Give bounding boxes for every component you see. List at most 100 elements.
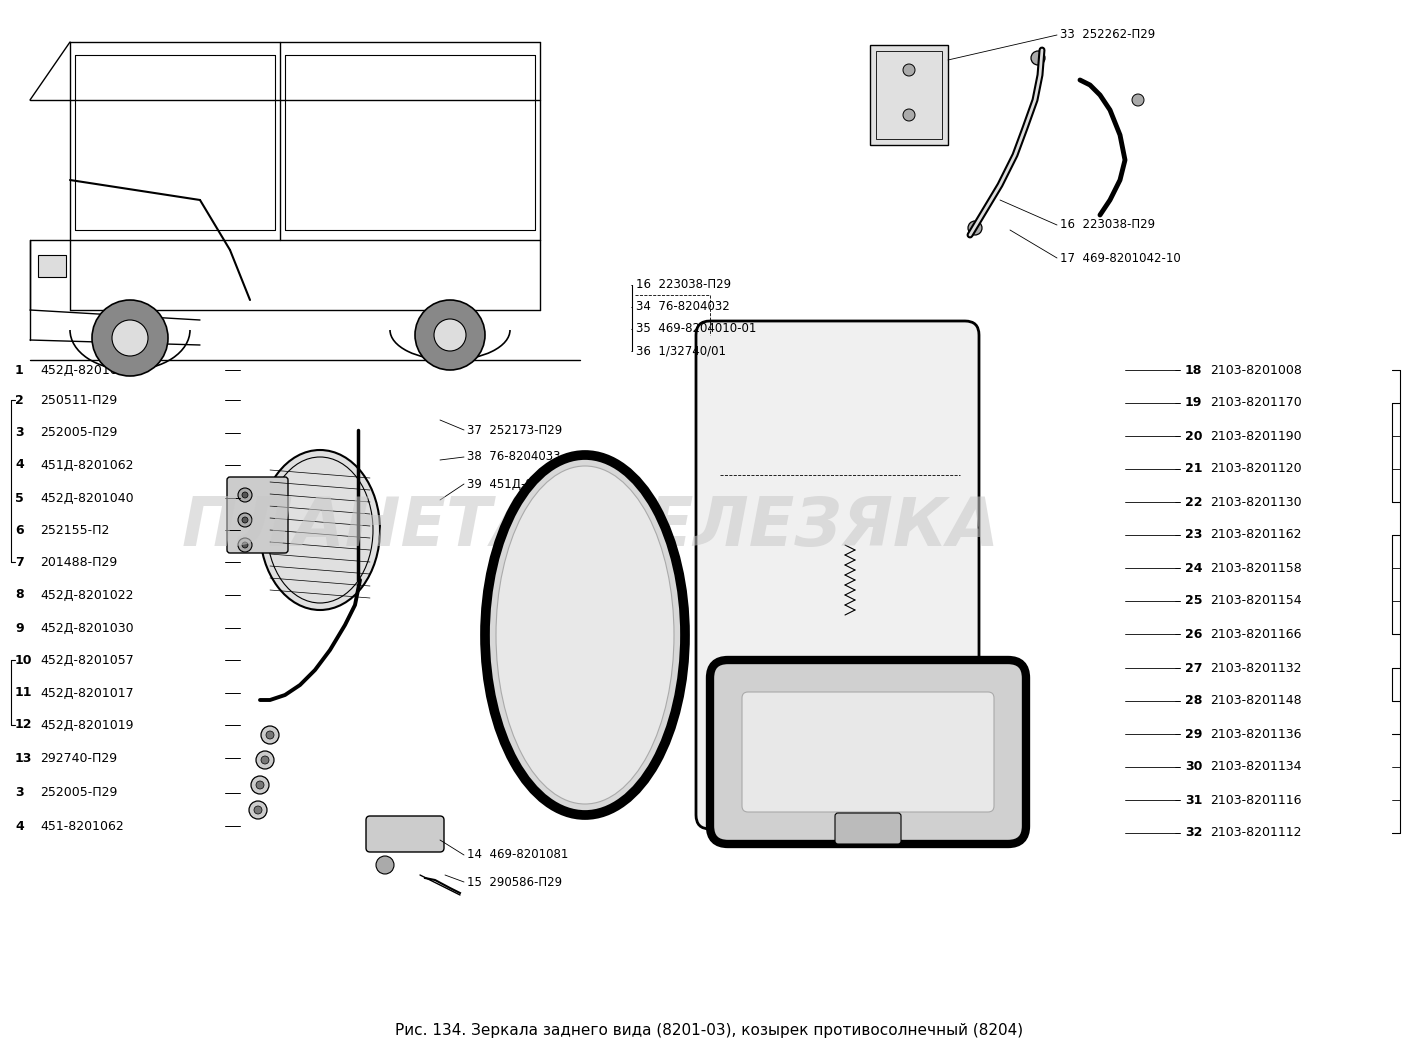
Text: 28: 28 [1185,695,1202,707]
Circle shape [257,752,274,769]
Text: 13: 13 [16,752,33,764]
Text: 252155-П2: 252155-П2 [40,524,109,536]
Text: 2103-8201130: 2103-8201130 [1210,495,1302,508]
Text: 2103-8201162: 2103-8201162 [1210,528,1302,542]
Text: 2103-8201008: 2103-8201008 [1210,364,1302,376]
Text: 30: 30 [1185,761,1202,774]
Text: 24: 24 [1185,562,1202,574]
Circle shape [1031,51,1045,65]
FancyBboxPatch shape [366,816,444,852]
Text: ПЛАНЕТА ЖЕЛЕЗЯКА: ПЛАНЕТА ЖЕЛЕЗЯКА [182,494,998,560]
Text: 11: 11 [16,686,33,700]
Text: 3: 3 [16,786,24,800]
Circle shape [92,300,167,376]
Text: 2103-8201132: 2103-8201132 [1210,662,1302,675]
Circle shape [820,360,849,390]
Text: 452Д-8201057: 452Д-8201057 [40,653,133,666]
Circle shape [238,538,252,552]
Text: 2103-8201112: 2103-8201112 [1210,826,1302,839]
Circle shape [242,492,248,497]
Circle shape [434,319,467,351]
Text: 18: 18 [1185,364,1202,376]
Text: 9: 9 [16,622,24,635]
Text: 29: 29 [1185,727,1202,741]
Circle shape [242,518,248,523]
Bar [876,51,942,139]
Text: 2103-8201158: 2103-8201158 [1210,562,1302,574]
Text: 452Д-8201022: 452Д-8201022 [40,588,133,602]
Ellipse shape [485,455,685,815]
Text: 8: 8 [16,588,24,602]
Circle shape [112,320,147,356]
FancyBboxPatch shape [227,477,288,553]
Text: 34  76-8204032: 34 76-8204032 [637,300,730,313]
Text: 39  451Д-8204038: 39 451Д-8204038 [467,477,577,490]
Text: 37  252173-П29: 37 252173-П29 [467,424,563,436]
Text: 4: 4 [16,820,24,833]
Text: 16  223038-П29: 16 223038-П29 [637,278,732,292]
Text: 2103-8201154: 2103-8201154 [1210,594,1302,607]
Text: 12: 12 [16,719,33,731]
Text: 15  290586-П29: 15 290586-П29 [467,876,562,889]
Text: 7: 7 [16,555,24,568]
Text: 2103-8201166: 2103-8201166 [1210,627,1302,641]
Bar [38,255,67,277]
Circle shape [968,221,983,235]
Circle shape [798,479,842,522]
Text: 17  469-8201042-10: 17 469-8201042-10 [1061,252,1181,265]
Text: 20: 20 [1185,429,1202,443]
Text: 23: 23 [1185,528,1202,542]
FancyBboxPatch shape [696,321,978,829]
Circle shape [903,64,915,76]
Text: 38  76-8204033: 38 76-8204033 [467,450,560,464]
Bar [790,430,859,480]
Circle shape [251,776,269,794]
Text: 25: 25 [1185,594,1202,607]
Text: 452Д-8201019: 452Д-8201019 [40,719,133,731]
FancyBboxPatch shape [742,692,994,812]
Text: 252005-П29: 252005-П29 [40,427,118,440]
Text: 2103-8201170: 2103-8201170 [1210,396,1302,410]
Circle shape [242,542,248,548]
Circle shape [261,756,269,764]
Bar [871,45,949,145]
Circle shape [376,856,394,874]
Text: 2103-8201148: 2103-8201148 [1210,695,1302,707]
Text: Рис. 134. Зеркала заднего вида (8201-03), козырек противосолнечный (8204): Рис. 134. Зеркала заднего вида (8201-03)… [396,1022,1022,1037]
Text: 22: 22 [1185,495,1202,508]
Circle shape [267,731,274,739]
Text: 2103-8201120: 2103-8201120 [1210,463,1302,475]
Circle shape [254,806,262,814]
Text: 451Д-8201062: 451Д-8201062 [40,458,133,471]
Text: 3: 3 [16,427,24,440]
Text: 33  252262-П29: 33 252262-П29 [1061,28,1156,41]
Circle shape [238,513,252,527]
Text: 35  469-8204010-01: 35 469-8204010-01 [637,323,756,335]
Text: 2103-8201116: 2103-8201116 [1210,794,1302,806]
Text: 36  1/32740/01: 36 1/32740/01 [637,345,726,357]
Text: 16  223038-П29: 16 223038-П29 [1061,218,1156,232]
Circle shape [903,109,915,121]
Text: 252005-П29: 252005-П29 [40,786,118,800]
Text: 452Д-8201040: 452Д-8201040 [40,491,133,505]
Circle shape [1132,94,1144,106]
Text: 2103-8201134: 2103-8201134 [1210,761,1302,774]
Circle shape [917,387,933,403]
Text: 4: 4 [16,458,24,471]
Text: 19: 19 [1185,396,1202,410]
Text: 31: 31 [1185,794,1202,806]
Circle shape [250,801,267,819]
Circle shape [238,488,252,502]
Text: 451-8201062: 451-8201062 [40,820,123,833]
Circle shape [261,726,279,744]
Text: 292740-П29: 292740-П29 [40,752,118,764]
Text: 201488-П29: 201488-П29 [40,555,118,568]
FancyBboxPatch shape [710,660,1027,844]
Text: 32: 32 [1185,826,1202,839]
Ellipse shape [259,450,380,610]
Bar [820,610,871,640]
Text: 21: 21 [1185,463,1202,475]
Text: 14  469-8201081: 14 469-8201081 [467,848,569,861]
Text: 6: 6 [16,524,24,536]
Text: 452Д-8201030: 452Д-8201030 [40,622,133,635]
